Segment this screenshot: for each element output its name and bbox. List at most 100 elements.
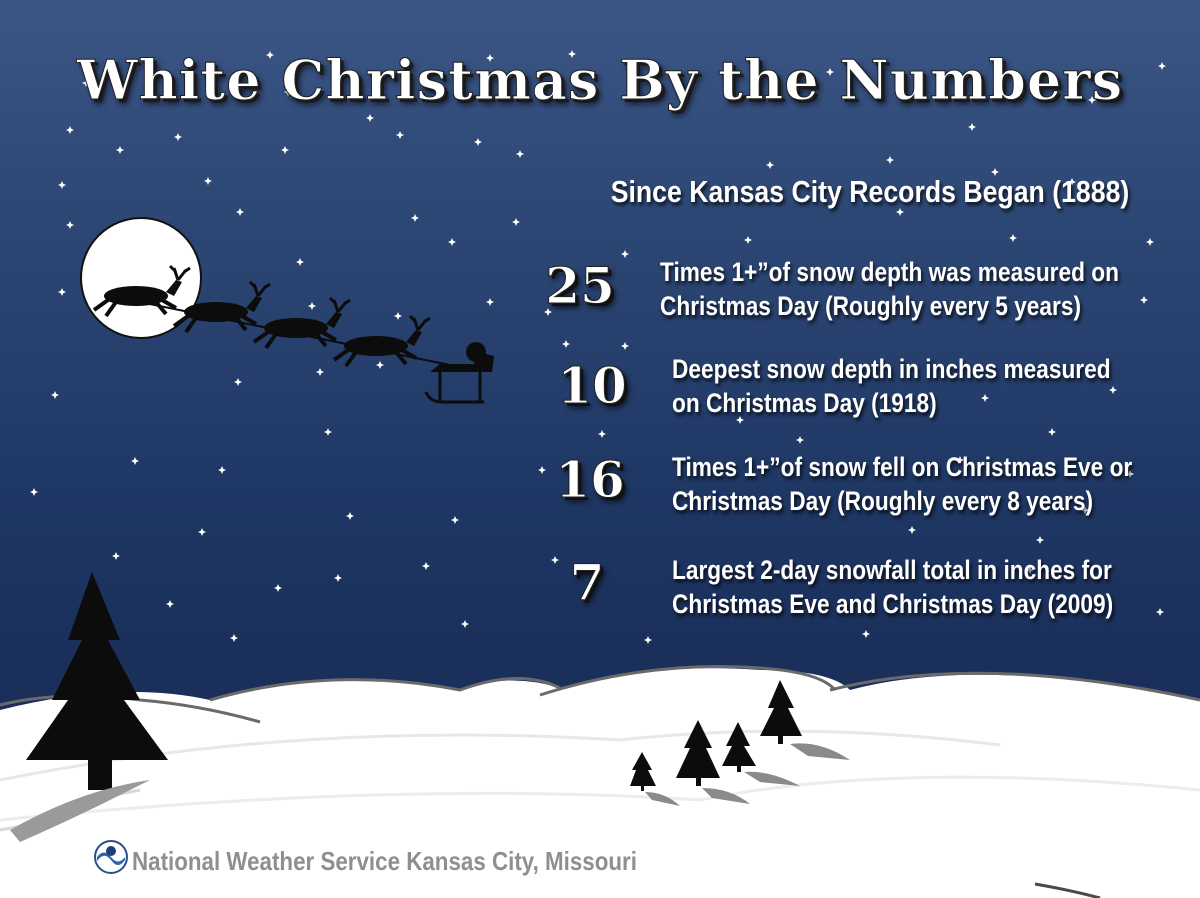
star-icon [30,488,38,496]
star-icon [1009,234,1017,242]
page-title: White Christmas By the Numbers [76,48,1124,113]
star-icon [862,630,870,638]
star-icon [1156,608,1164,616]
stat-line: Christmas Eve and Christmas Day (2009) [672,589,1114,619]
star-icon [968,123,976,131]
star-icon [58,181,66,189]
star-icon [908,526,916,534]
stat-line: Deepest snow depth in inches measured [672,354,1111,384]
star-icon [766,161,774,169]
star-icon [174,133,182,141]
stat-line: Times 1+”of snow fell on Christmas Eve o… [672,452,1133,482]
star-icon [422,562,430,570]
star-icon [1036,536,1044,544]
stat-line: Christmas Day (Roughly every 8 years) [672,486,1094,516]
star-icon [334,574,342,582]
star-icon [538,466,546,474]
star-icon [1146,238,1154,246]
star-icon [451,516,459,524]
stat-number: 10 [557,356,628,416]
star-icon [204,177,212,185]
footer-credit: National Weather Service Kansas City, Mi… [132,846,637,876]
stat-line: Largest 2-day snowfall total in inches f… [672,555,1112,585]
star-icon [686,490,694,498]
subtitle: Since Kansas City Records Began (1888) [610,174,1130,209]
star-icon [230,634,238,642]
star-icon [562,340,570,348]
star-icon [1088,96,1096,104]
star-icon [234,378,242,386]
star-icon [66,126,74,134]
star-icon [366,114,374,122]
stat-description: Times 1+”of snow depth was measured on C… [660,255,1119,323]
star-icon [644,636,652,644]
star-icon [198,528,206,536]
star-icon [512,218,520,226]
star-icon [544,308,552,316]
star-icon [284,88,292,96]
star-icon [166,600,174,608]
star-icon [1068,178,1076,186]
star-icon [568,50,576,58]
star-icon [461,620,469,628]
star-icon [396,131,404,139]
star-icon [486,54,494,62]
star-icon [486,298,494,306]
star-icon [516,150,524,158]
star-icon [744,236,752,244]
star-icon [1081,506,1089,514]
star-icon [598,430,606,438]
star-icon [796,436,804,444]
star-icon [896,208,904,216]
star-icon [58,288,66,296]
star-icon [376,361,384,369]
star-icon [281,146,289,154]
stat-line: Christmas Day (Roughly every 5 years) [660,291,1082,321]
star-icon [236,208,244,216]
star-icon [1109,386,1117,394]
stat-number: 7 [569,553,605,613]
star-icon [474,138,482,146]
noaa-logo-icon [94,840,128,874]
star-icon [266,51,274,59]
star-icon [274,584,282,592]
star-icon [1140,296,1148,304]
star-icon [218,466,226,474]
star-icon [448,238,456,246]
star-icon [296,258,304,266]
star-icon [826,68,834,76]
stat-description: Times 1+”of snow fell on Christmas Eve o… [672,450,1132,518]
star-icon [1026,566,1034,574]
star-icon [1126,470,1134,478]
star-icon [956,456,964,464]
small-pine-trees [630,680,850,806]
stat-line: on Christmas Day (1918) [672,388,937,418]
star-icon [66,221,74,229]
star-icon [621,250,629,258]
star-icon [736,416,744,424]
stat-number: 25 [545,256,616,316]
star-icon [411,214,419,222]
star-icon [324,428,332,436]
star-icon [131,457,139,465]
star-icon [621,342,629,350]
star-icon [346,512,354,520]
stat-description: Deepest snow depth in inches measured on… [672,352,1111,420]
star-icon [991,168,999,176]
star-icon [51,391,59,399]
star-icon [981,394,989,402]
star-icon [308,302,316,310]
star-icon [886,156,894,164]
star-icon [1158,62,1166,70]
stat-description: Largest 2-day snowfall total in inches f… [672,553,1113,621]
santa-sleigh-icon [92,264,494,404]
star-icon [394,312,402,320]
star-icon [316,368,324,376]
pine-tree-icon [10,572,168,842]
stat-number: 16 [555,450,626,510]
star-icon [1048,428,1056,436]
